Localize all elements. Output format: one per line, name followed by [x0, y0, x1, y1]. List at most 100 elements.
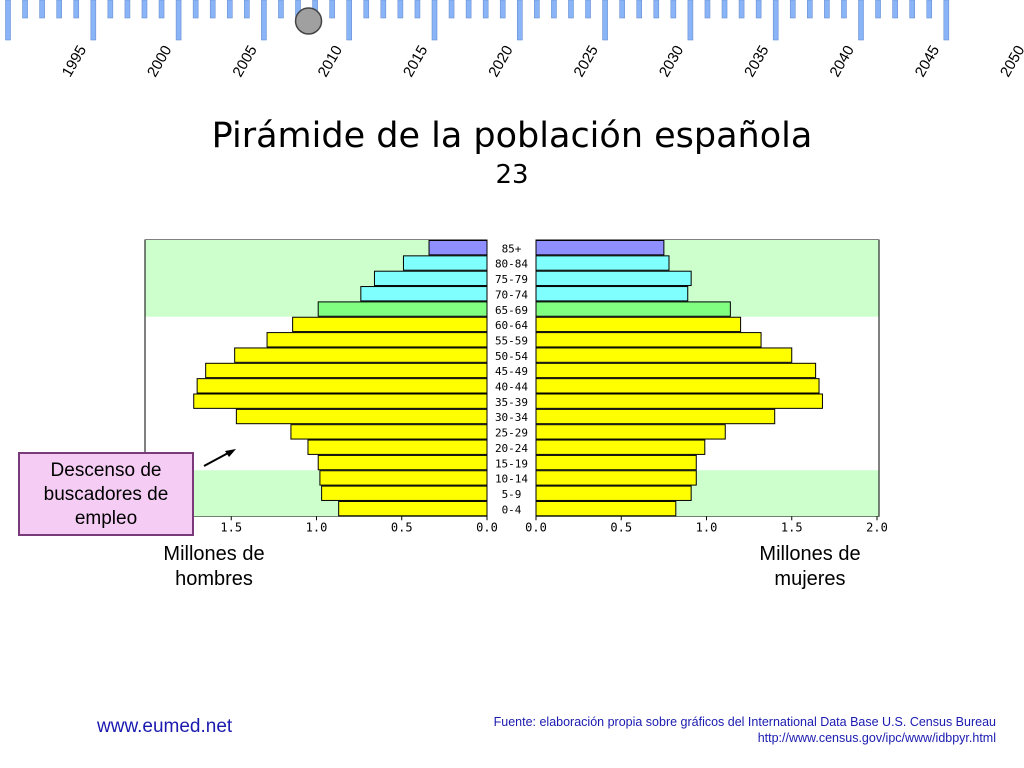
timeline-major-tick: [772, 0, 779, 41]
timeline-minor-tick: [534, 0, 540, 19]
source-url[interactable]: http://www.census.gov/ipc/www/idbpyr.htm…: [757, 731, 996, 745]
age-group-label: 70-74: [495, 288, 528, 301]
timeline-year-label[interactable]: 2020: [485, 43, 516, 80]
women-bar: [535, 270, 692, 287]
timeline-minor-tick: [278, 0, 284, 19]
timeline-year-label[interactable]: 2040: [826, 43, 857, 80]
timeline-minor-tick: [653, 0, 660, 19]
timeline-minor-tick: [875, 0, 881, 19]
women-tick-label: 2.0: [866, 520, 888, 534]
timeline-minor-tick: [909, 0, 915, 19]
timeline-minor-tick: [192, 0, 199, 19]
timeline-minor-tick: [107, 0, 114, 19]
timeline-minor-tick: [738, 0, 745, 19]
timeline-year-label[interactable]: 2005: [229, 43, 260, 80]
timeline-minor-tick: [551, 0, 557, 19]
timeline-major-tick: [516, 0, 523, 41]
timeline-minor-tick: [141, 0, 148, 19]
timeline-major-tick: [346, 0, 353, 41]
source-note: Fuente: elaboración propia sobre gráfico…: [494, 714, 996, 746]
timeline-major-tick: [90, 0, 97, 41]
timeline-year-label[interactable]: 1995: [59, 43, 90, 80]
callout-line2: buscadores de: [43, 484, 169, 505]
site-link[interactable]: www.eumed.net: [97, 716, 233, 737]
population-pyramid-chart: 85+ 80-84 75-79 70-74 65-69 60-64 55-59 50-54 45…: [144, 239, 888, 534]
women-bar: [535, 424, 726, 440]
timeline-minor-tick: [841, 0, 847, 19]
timeline-year-label[interactable]: 2015: [400, 43, 431, 80]
timeline-minor-tick: [755, 0, 762, 19]
men-bar: [266, 332, 488, 348]
women-bar: [535, 500, 677, 517]
timeline-minor-tick: [619, 0, 625, 19]
timeline-year-label[interactable]: 2045: [912, 43, 943, 80]
callout-line3: empleo: [74, 508, 138, 529]
women-bar: [535, 470, 697, 486]
age-group-label: 55-59: [495, 334, 528, 347]
timeline-year-label[interactable]: 2035: [741, 43, 772, 80]
men-axis-label: Millones de hombres: [124, 542, 304, 592]
timeline-major-tick: [943, 0, 950, 41]
age-group-label: 40-44: [495, 381, 528, 394]
timeline-major-tick: [175, 0, 182, 41]
timeline-major-tick: [5, 0, 11, 41]
men-bar: [196, 378, 488, 394]
men-bar: [319, 470, 488, 486]
men-bar: [290, 424, 488, 440]
men-bar: [235, 408, 488, 425]
age-group-label: 80-84: [495, 258, 528, 271]
men-bar: [292, 316, 488, 333]
men-bar: [234, 347, 488, 363]
timeline-minor-tick: [499, 0, 506, 19]
timeline-year-label[interactable]: 2050: [997, 43, 1024, 80]
age-group-label: 75-79: [495, 273, 528, 286]
age-group-label: 60-64: [495, 319, 528, 332]
age-group-label: 5-9: [502, 488, 522, 501]
age-group-label: 45-49: [495, 365, 528, 378]
women-bar: [535, 485, 692, 501]
men-bar: [317, 301, 488, 317]
timeline-year-label[interactable]: 2010: [315, 43, 346, 80]
timeline-minor-tick: [448, 0, 455, 19]
timeline-minor-tick: [56, 0, 62, 19]
men-bar: [402, 255, 488, 271]
timeline-major-tick: [261, 0, 267, 41]
callout-arrow: [203, 449, 236, 467]
timeline-minor-tick: [363, 0, 370, 19]
timeline-minor-tick: [244, 0, 250, 19]
men-bar: [307, 439, 488, 455]
timeline-year-label[interactable]: 2030: [656, 43, 687, 80]
age-group-label: 30-34: [495, 411, 528, 424]
men-bar: [428, 240, 488, 256]
timeline-slider-handle[interactable]: [294, 7, 323, 35]
women-bar: [535, 378, 820, 394]
timeline-year-label[interactable]: 2000: [144, 43, 175, 80]
men-axis-label-line1: Millones de: [163, 543, 265, 565]
women-bar: [535, 393, 823, 409]
callout-box: Descenso de buscadores de empleo: [18, 452, 194, 536]
age-group-label: 20-24: [495, 442, 528, 455]
timeline-minor-tick: [789, 0, 796, 19]
women-tick-label: 0.0: [525, 520, 547, 534]
women-bar: [535, 240, 665, 256]
men-tick-label: 1.0: [306, 520, 328, 534]
men-bar: [205, 362, 488, 379]
callout-line1: Descenso de: [50, 460, 162, 481]
timeline-major-tick: [602, 0, 608, 41]
timeline-minor-tick: [585, 0, 591, 19]
timeline-minor-tick: [926, 0, 933, 19]
age-group-label: 35-39: [495, 396, 528, 409]
timeline-minor-tick: [209, 0, 216, 19]
timeline-minor-tick: [73, 0, 80, 19]
women-bar: [535, 362, 817, 379]
age-group-label: 15-19: [495, 457, 528, 470]
women-bar: [535, 286, 689, 302]
men-bar: [321, 485, 488, 501]
women-bar: [535, 255, 670, 271]
age-group-label: 25-29: [495, 427, 528, 440]
year-timeline: 1995 2000 2005 2010 2015 2020 2025 2030 2035 2040…: [5, 0, 1024, 80]
women-axis-label-line1: Millones de: [759, 543, 861, 565]
timeline-year-label[interactable]: 2025: [571, 43, 602, 80]
women-bar: [535, 408, 776, 425]
timeline-minor-tick: [636, 0, 643, 19]
